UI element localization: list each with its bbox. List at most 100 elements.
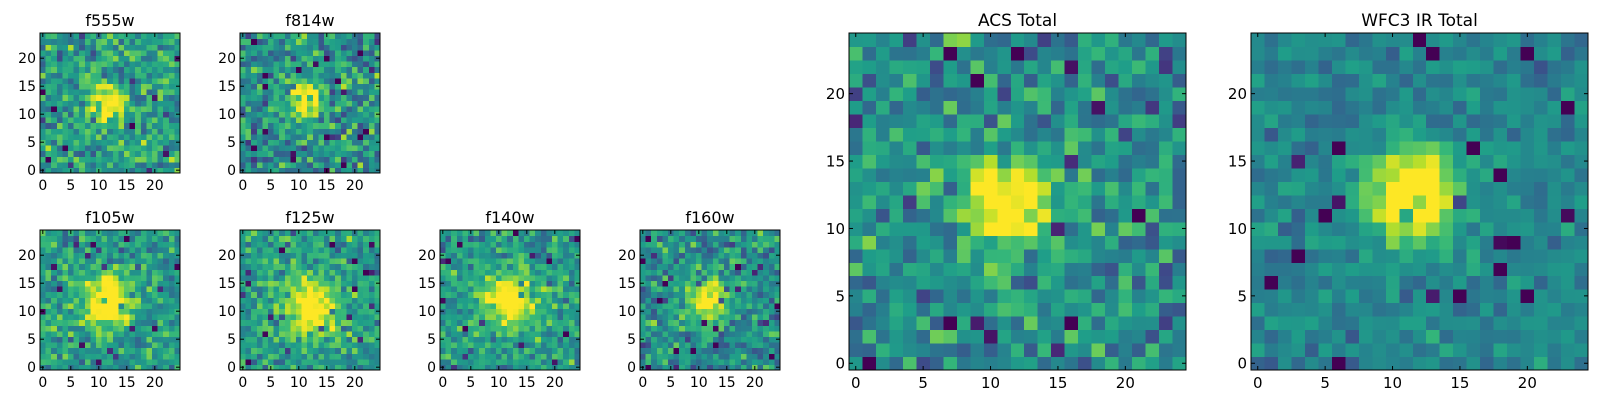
heatmap-cell bbox=[45, 145, 52, 152]
heatmap-cell bbox=[735, 246, 742, 253]
panel-title: ACS Total bbox=[978, 11, 1057, 31]
heatmap-cell bbox=[1358, 316, 1373, 331]
heatmap-cell bbox=[51, 145, 58, 152]
heatmap-cell bbox=[679, 353, 686, 360]
heatmap-cell bbox=[943, 343, 958, 358]
heatmap-cell bbox=[357, 111, 364, 118]
heatmap-cell bbox=[168, 286, 175, 293]
heatmap-cell bbox=[1291, 248, 1306, 263]
heatmap-cell bbox=[1078, 86, 1093, 101]
heatmap-cell bbox=[1291, 221, 1306, 236]
heatmap-cell bbox=[712, 230, 719, 237]
panel-title: f160w bbox=[685, 208, 734, 227]
heatmap-cell bbox=[279, 44, 286, 51]
heatmap-cell bbox=[956, 33, 971, 48]
heatmap-cell bbox=[335, 66, 342, 73]
heatmap-cell bbox=[518, 353, 525, 360]
heatmap-cell bbox=[1078, 113, 1093, 128]
heatmap-cell bbox=[157, 77, 164, 84]
heatmap-cell bbox=[79, 111, 86, 118]
heatmap-cell bbox=[690, 280, 697, 287]
heatmap-cell bbox=[101, 111, 108, 118]
heatmap-cell bbox=[1051, 194, 1066, 209]
heatmap-cell bbox=[970, 235, 985, 250]
heatmap-cell bbox=[124, 252, 131, 259]
heatmap-cell bbox=[346, 230, 353, 237]
heatmap-cell bbox=[273, 302, 280, 309]
heatmap-cell bbox=[352, 325, 359, 332]
heatmap-cell bbox=[929, 248, 944, 263]
heatmap-cell bbox=[645, 263, 652, 270]
heatmap-cell bbox=[701, 319, 708, 326]
heatmap-cell bbox=[540, 308, 547, 315]
heatmap-cell bbox=[140, 302, 147, 309]
heatmap-cell bbox=[168, 66, 175, 73]
heatmap-cell bbox=[262, 61, 269, 68]
heatmap-cell bbox=[956, 181, 971, 196]
heatmap-cell bbox=[529, 286, 536, 293]
heatmap-cell bbox=[651, 230, 658, 237]
heatmap-cell bbox=[163, 83, 170, 90]
heatmap-cell bbox=[68, 128, 75, 135]
heatmap-cell bbox=[668, 252, 675, 259]
heatmap-cell bbox=[1412, 316, 1427, 331]
heatmap-cell bbox=[107, 72, 114, 79]
heatmap-cell bbox=[1159, 289, 1174, 304]
heatmap-cell bbox=[318, 133, 325, 140]
heatmap-cell bbox=[1091, 181, 1106, 196]
heatmap-cell bbox=[40, 302, 47, 309]
heatmap-cell bbox=[262, 258, 269, 265]
heatmap-cell bbox=[546, 269, 553, 276]
heatmap-cell bbox=[168, 61, 175, 68]
heatmap-cell bbox=[462, 302, 469, 309]
heatmap-cell bbox=[307, 83, 314, 90]
heatmap-cell bbox=[118, 302, 125, 309]
heatmap-cell bbox=[140, 167, 147, 174]
heatmap-cell bbox=[983, 73, 998, 88]
heatmap-cell bbox=[479, 325, 486, 332]
heatmap-cell bbox=[107, 325, 114, 332]
heatmap-cell bbox=[501, 302, 508, 309]
heatmap-cell bbox=[1520, 221, 1535, 236]
heatmap-cell bbox=[346, 342, 353, 349]
heatmap-cell bbox=[79, 161, 86, 168]
heatmap-cell bbox=[1277, 235, 1293, 250]
heatmap-cell bbox=[712, 319, 719, 326]
heatmap-cell bbox=[51, 274, 58, 281]
heatmap-cell bbox=[668, 263, 675, 270]
heatmap-cell bbox=[1534, 329, 1549, 344]
heatmap-cell bbox=[546, 246, 553, 253]
heatmap-cell bbox=[673, 358, 680, 365]
heatmap-cell bbox=[696, 246, 703, 253]
heatmap-cell bbox=[135, 44, 142, 51]
heatmap-cell bbox=[768, 347, 775, 354]
heatmap-cell bbox=[112, 263, 119, 270]
heatmap-cell bbox=[524, 263, 531, 270]
heatmap-cell bbox=[101, 347, 108, 354]
heatmap-cell bbox=[307, 89, 314, 96]
heatmap-cell bbox=[90, 49, 97, 56]
heatmap-cell bbox=[174, 274, 181, 281]
heatmap-cell bbox=[1331, 329, 1346, 344]
heatmap-cell bbox=[479, 302, 486, 309]
heatmap-cell bbox=[112, 61, 119, 68]
heatmap-cell bbox=[468, 358, 475, 365]
heatmap-cell bbox=[163, 269, 170, 276]
heatmap-cell bbox=[512, 347, 519, 354]
heatmap-cell bbox=[684, 314, 691, 321]
heatmap-cell bbox=[96, 61, 103, 68]
heatmap-cell bbox=[124, 89, 131, 96]
heatmap-cell bbox=[490, 274, 497, 281]
heatmap-cell bbox=[84, 302, 91, 309]
heatmap-cell bbox=[456, 269, 463, 276]
heatmap-cell bbox=[707, 291, 714, 298]
heatmap-cell bbox=[746, 336, 753, 343]
heatmap-cell bbox=[518, 291, 525, 298]
heatmap-cell bbox=[1024, 100, 1039, 115]
heatmap-cell bbox=[290, 61, 297, 68]
heatmap-cell bbox=[673, 364, 680, 371]
heatmap-cell bbox=[135, 94, 142, 101]
heatmap-cell bbox=[701, 291, 708, 298]
heatmap-cell bbox=[251, 94, 258, 101]
heatmap-cell bbox=[101, 314, 108, 321]
